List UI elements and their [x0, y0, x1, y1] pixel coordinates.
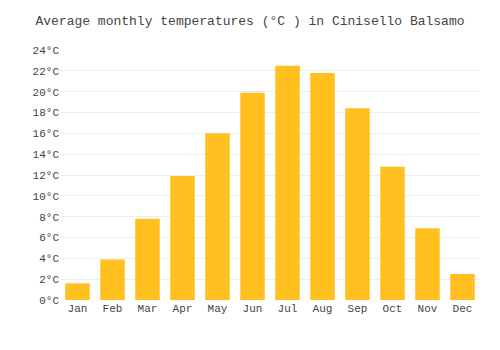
- svg-text:8°C: 8°C: [39, 212, 59, 224]
- svg-text:20°C: 20°C: [33, 87, 60, 99]
- svg-text:Nov: Nov: [418, 303, 438, 315]
- svg-text:14°C: 14°C: [33, 149, 60, 161]
- svg-text:Sep: Sep: [348, 303, 368, 315]
- svg-text:Oct: Oct: [383, 303, 403, 315]
- svg-text:Apr: Apr: [173, 303, 193, 315]
- svg-text:2°C: 2°C: [39, 274, 59, 286]
- svg-text:Jan: Jan: [68, 303, 88, 315]
- svg-text:22°C: 22°C: [33, 66, 60, 78]
- svg-text:24°C: 24°C: [33, 45, 60, 57]
- svg-text:Feb: Feb: [103, 303, 123, 315]
- svg-text:12°C: 12°C: [33, 170, 60, 182]
- svg-text:Mar: Mar: [138, 303, 158, 315]
- svg-text:Jul: Jul: [278, 303, 298, 315]
- svg-text:4°C: 4°C: [39, 253, 59, 265]
- svg-text:6°C: 6°C: [39, 232, 59, 244]
- svg-text:Dec: Dec: [453, 303, 473, 315]
- svg-text:May: May: [208, 303, 228, 315]
- svg-text:Aug: Aug: [313, 303, 333, 315]
- svg-text:Average monthly temperatures (: Average monthly temperatures (°C ) in Ci…: [35, 14, 464, 29]
- svg-text:18°C: 18°C: [33, 107, 60, 119]
- svg-text:16°C: 16°C: [33, 128, 60, 140]
- svg-text:Jun: Jun: [243, 303, 263, 315]
- svg-text:10°C: 10°C: [33, 191, 60, 203]
- svg-text:0°C: 0°C: [39, 295, 59, 307]
